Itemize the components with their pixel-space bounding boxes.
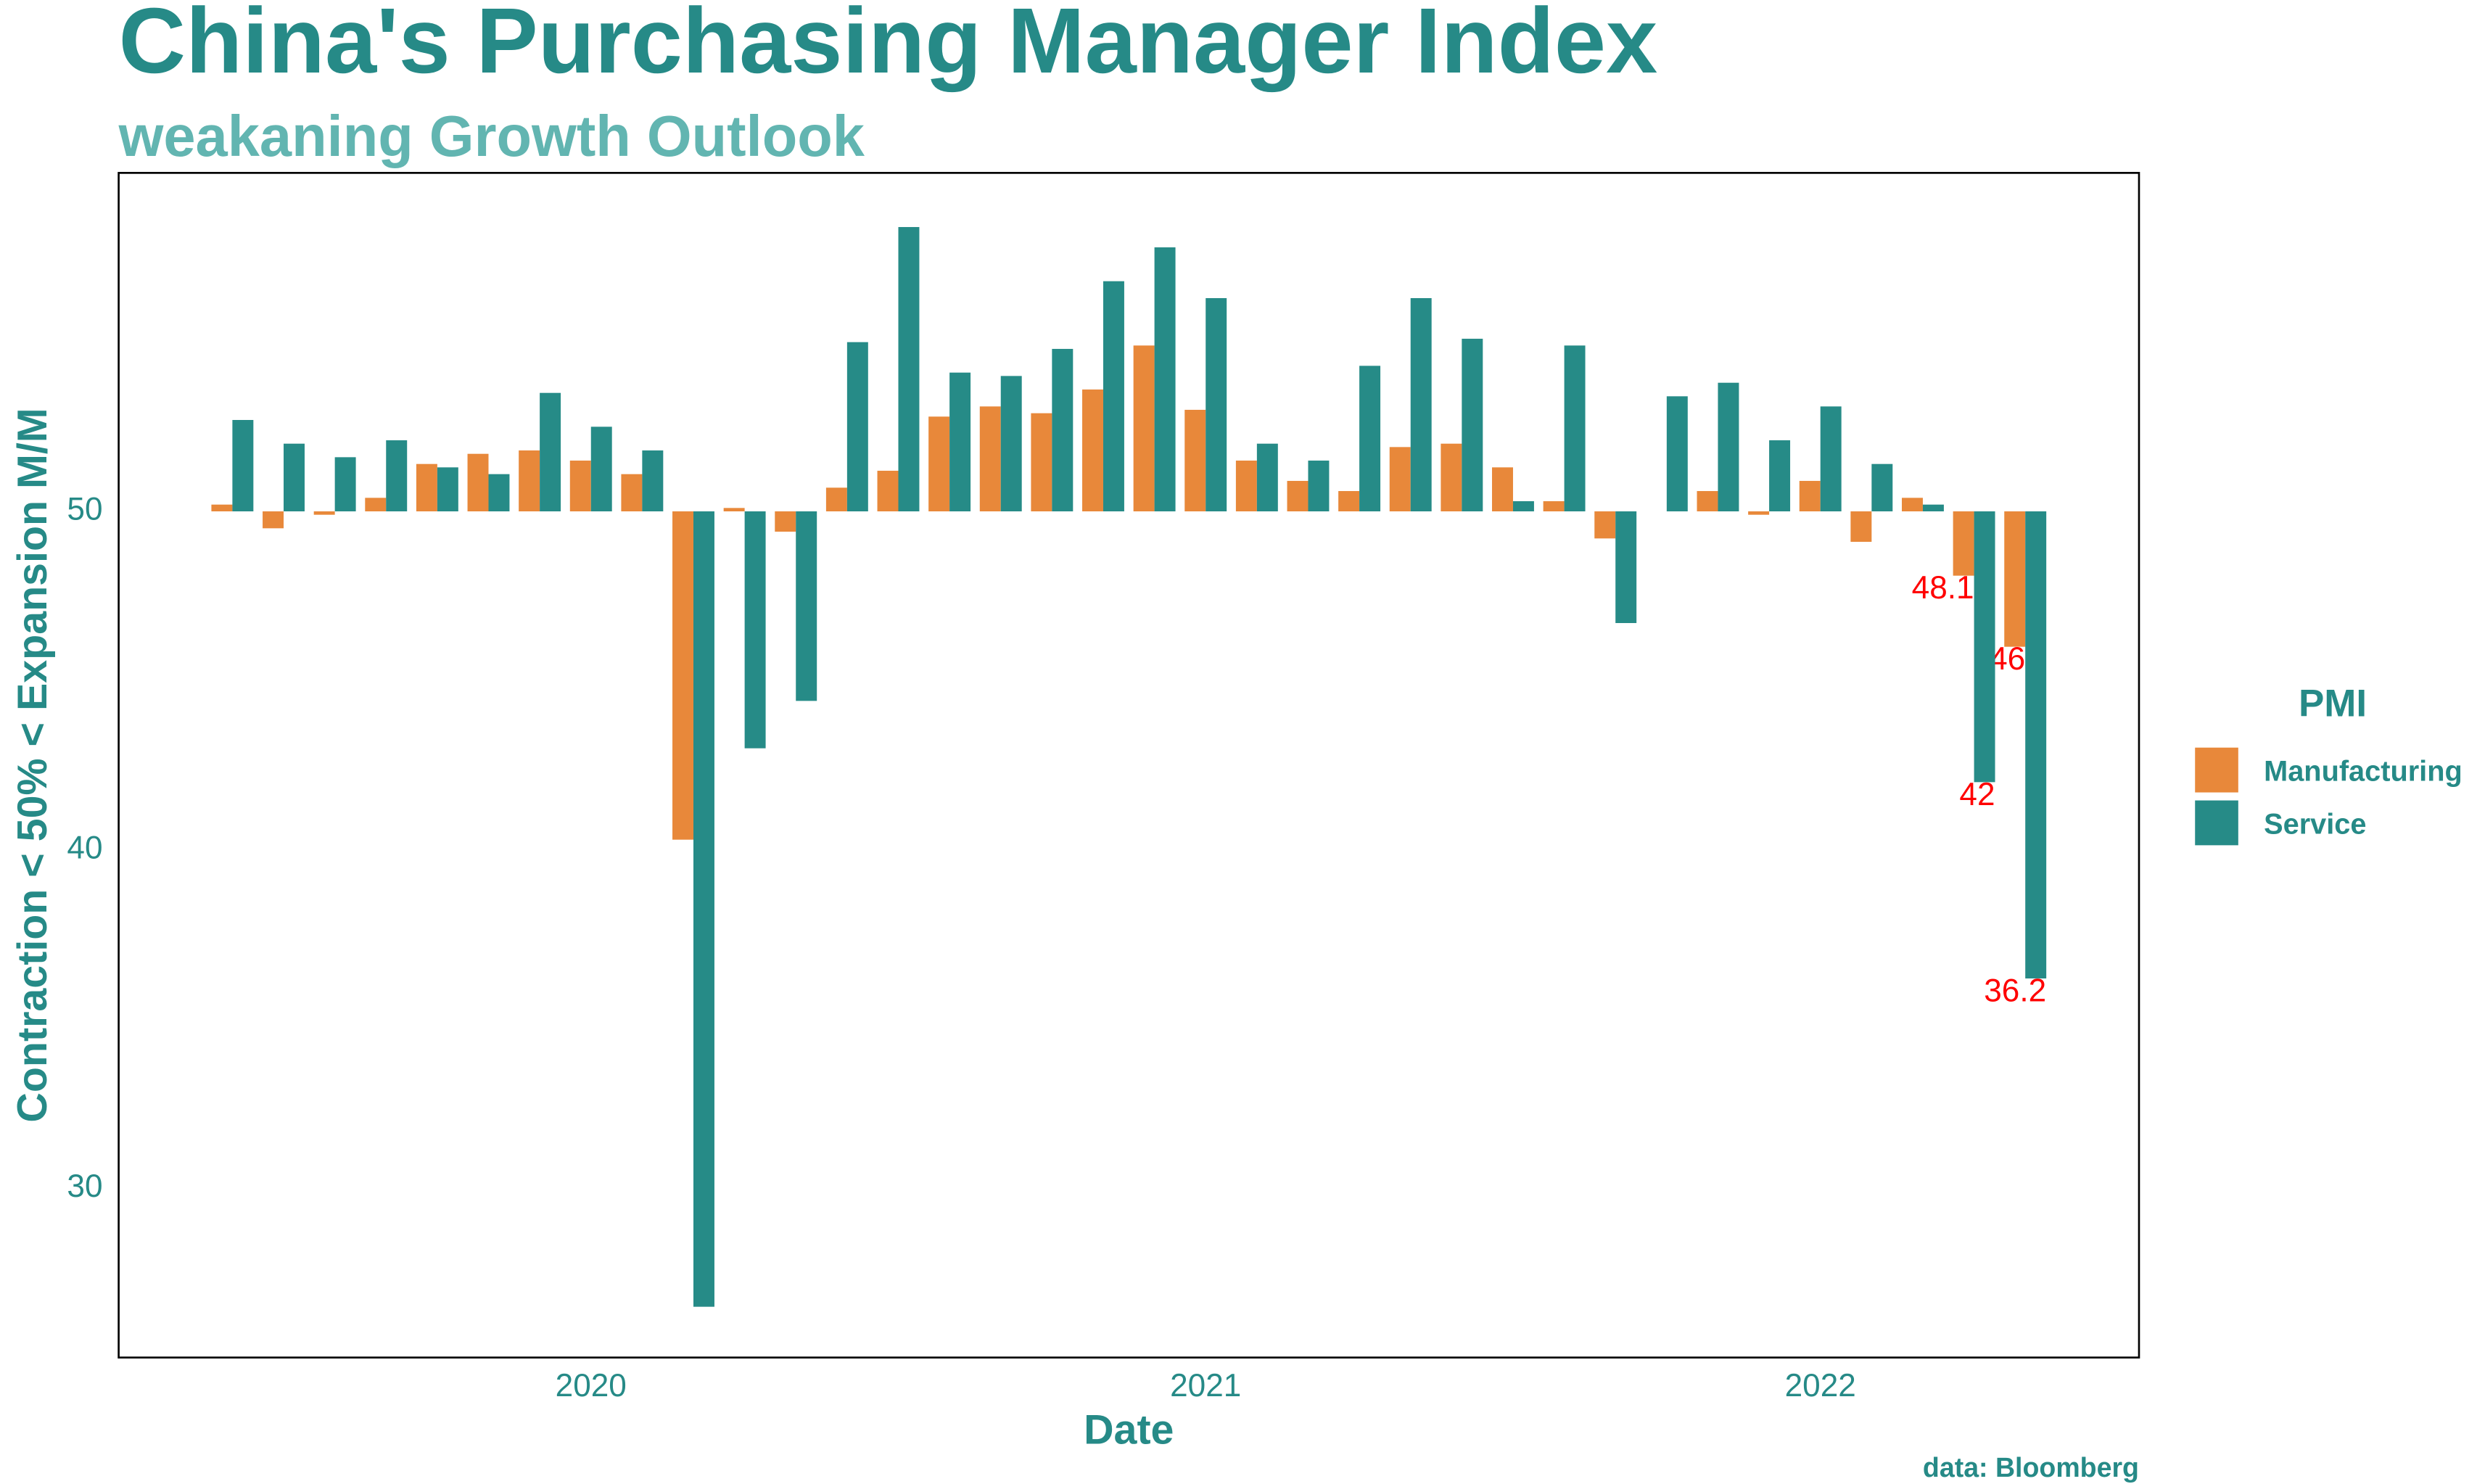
bar <box>1133 345 1155 512</box>
bar <box>416 463 437 512</box>
bar <box>1512 501 1534 512</box>
bar <box>1359 366 1381 512</box>
bar <box>386 440 408 512</box>
bar <box>693 511 714 1307</box>
x-tick-label: 2021 <box>1170 1368 1241 1403</box>
bar <box>1922 504 1944 512</box>
bar <box>211 504 233 512</box>
data-label: 48.1 <box>1912 570 1974 606</box>
x-tick-label: 2020 <box>556 1368 627 1403</box>
x-tick-label: 2022 <box>1785 1368 1856 1403</box>
bar <box>642 450 664 512</box>
bar <box>1052 349 1073 512</box>
bar <box>1287 481 1309 512</box>
plot-border <box>118 172 2140 1359</box>
bar <box>1799 481 1821 512</box>
x-axis-label: Date <box>1084 1407 1174 1454</box>
bar <box>1389 447 1411 512</box>
bar <box>263 511 284 529</box>
legend-swatch <box>2195 747 2238 793</box>
bar <box>672 511 693 840</box>
bar <box>949 372 971 512</box>
bar <box>1184 410 1206 512</box>
bar <box>1103 281 1124 512</box>
bar <box>1615 511 1637 624</box>
bar <box>621 474 643 512</box>
data-label: 36.2 <box>1984 973 2046 1009</box>
bar <box>1718 382 1739 512</box>
bar <box>590 426 612 512</box>
caption: data: Bloomberg <box>1923 1452 2139 1483</box>
bar <box>1308 461 1330 512</box>
bar <box>1441 443 1462 512</box>
data-label: 42 <box>1959 777 1995 812</box>
data-label: 46 <box>1990 641 2025 677</box>
bar <box>1697 491 1718 512</box>
bar <box>979 406 1001 512</box>
bar <box>1850 511 1872 543</box>
bar <box>540 392 561 512</box>
bar <box>313 511 335 515</box>
bar <box>775 511 796 532</box>
bar <box>1666 396 1688 512</box>
bar <box>846 342 868 512</box>
bar <box>1235 461 1257 512</box>
legend-label: Service <box>2264 808 2366 840</box>
bar <box>796 511 817 701</box>
bar <box>825 487 847 512</box>
bar <box>365 498 387 512</box>
bar <box>1031 413 1052 512</box>
bar <box>519 450 540 512</box>
bar <box>928 416 950 512</box>
bar <box>1410 298 1432 512</box>
bar <box>1902 498 1923 512</box>
bar <box>1564 345 1586 512</box>
bar <box>569 461 591 512</box>
bar <box>1338 491 1360 512</box>
bar <box>898 227 920 512</box>
bar <box>1543 501 1565 512</box>
bar <box>437 467 458 512</box>
bar <box>1974 511 1995 783</box>
chart-title: China's Purchasing Manager Index <box>119 0 1658 93</box>
bar <box>1154 247 1176 512</box>
bar <box>467 453 489 512</box>
bar <box>488 474 510 512</box>
bar <box>2004 511 2026 647</box>
bar <box>1769 440 1791 512</box>
chart-subtitle: weakaning Growth Outlook <box>118 104 865 168</box>
bar <box>334 457 356 512</box>
bar <box>877 471 899 512</box>
bar <box>1256 443 1278 512</box>
bar <box>1871 463 1893 512</box>
bar <box>1748 511 1770 515</box>
bar <box>1206 298 1227 512</box>
y-axis-label: Contraction < 50% < Expansion M/M <box>9 408 56 1122</box>
bar <box>744 511 766 749</box>
bar <box>1462 339 1483 512</box>
bar <box>2025 511 2047 978</box>
y-tick-label: 30 <box>67 1168 102 1204</box>
bar <box>723 508 745 512</box>
bar <box>1082 389 1103 512</box>
bar <box>1953 511 1974 576</box>
bar <box>1594 511 1616 539</box>
bar <box>1820 406 1842 512</box>
bar <box>284 443 305 512</box>
bar <box>1000 376 1022 512</box>
bar <box>232 420 254 512</box>
legend-title: PMI <box>2299 682 2367 725</box>
y-tick-label: 50 <box>67 492 102 527</box>
legend-swatch <box>2195 800 2238 846</box>
y-tick-label: 40 <box>67 830 102 865</box>
bar <box>1492 467 1513 512</box>
legend-label: Manufacturing <box>2264 756 2463 788</box>
